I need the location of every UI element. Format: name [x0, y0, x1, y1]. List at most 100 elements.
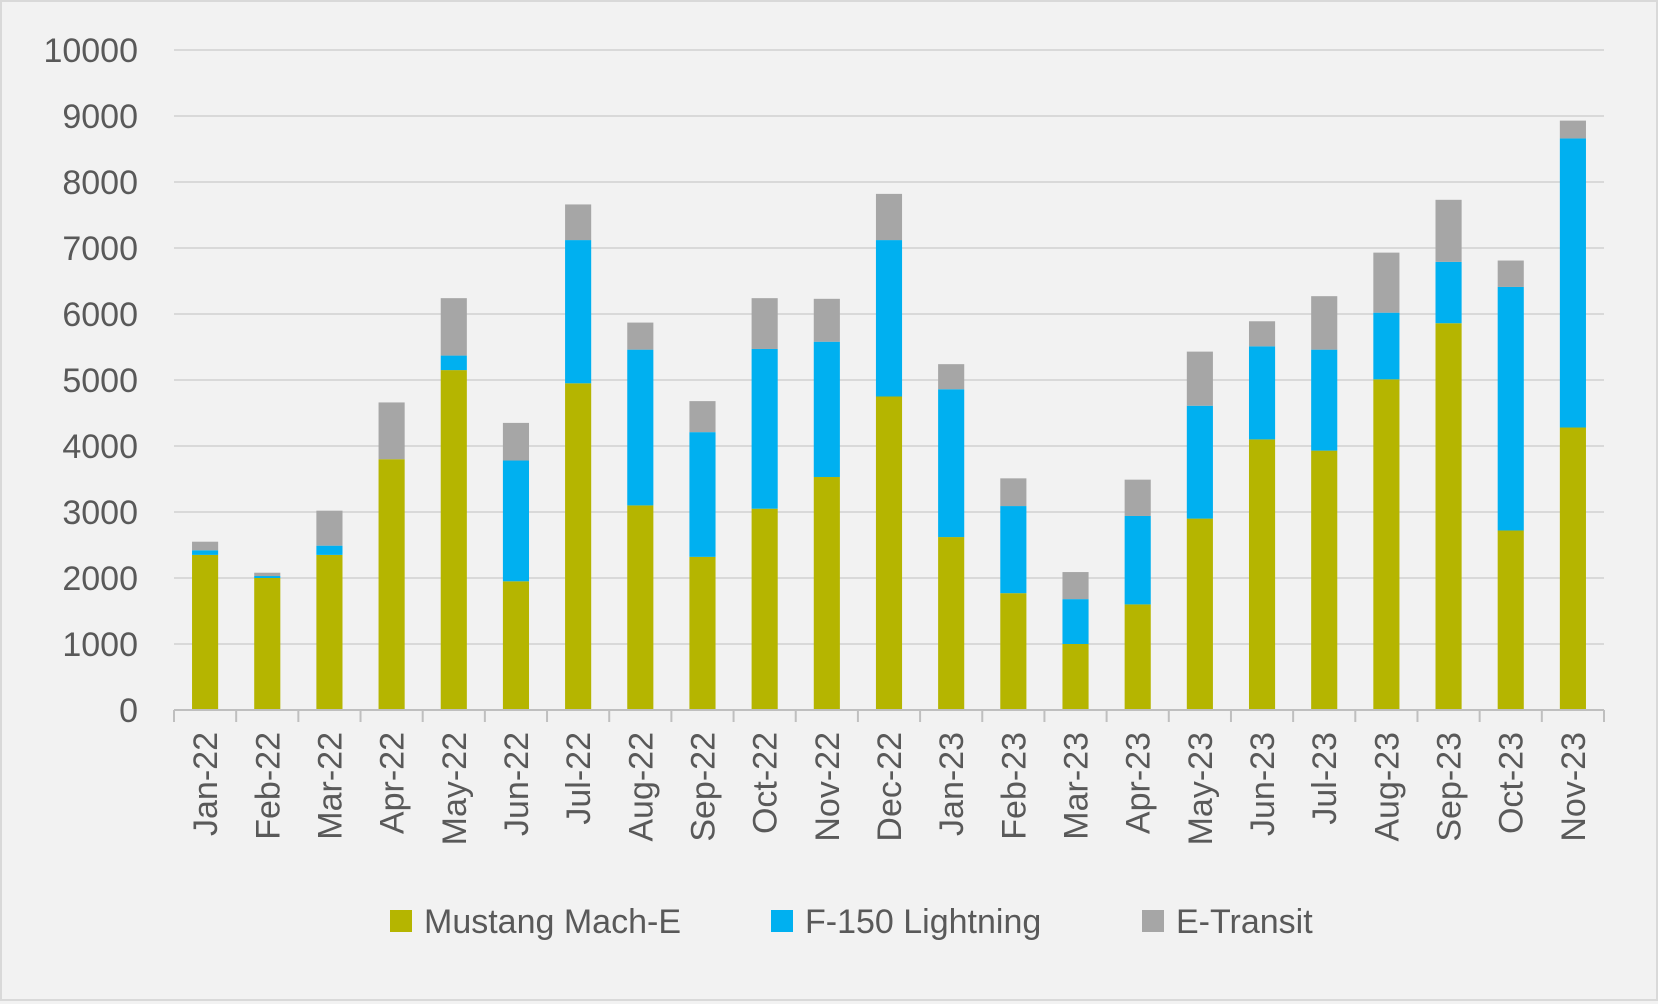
- bar-segment-mustang-mach-e: [1559, 427, 1586, 710]
- bar-segment-f-150-lightning: [1373, 312, 1400, 380]
- bar-segment-mustang-mach-e: [565, 383, 592, 710]
- y-tick-label: 6000: [62, 296, 138, 334]
- bar-segment-e-transit: [1373, 252, 1400, 313]
- x-tick-label: May-22: [436, 732, 474, 845]
- bar-segment-f-150-lightning: [1124, 515, 1151, 605]
- legend-swatch: [1142, 910, 1164, 932]
- x-tick-label: Feb-22: [249, 732, 287, 840]
- bar-segment-e-transit: [440, 298, 467, 356]
- bar-segment-e-transit: [1248, 321, 1276, 347]
- bar-segment-f-150-lightning: [192, 550, 219, 555]
- bar-segment-mustang-mach-e: [1373, 379, 1400, 710]
- bar-segment-f-150-lightning: [751, 348, 778, 509]
- bar-segment-f-150-lightning: [1497, 286, 1524, 531]
- bar-segment-f-150-lightning: [1559, 138, 1586, 428]
- bar-segment-mustang-mach-e: [192, 554, 219, 710]
- x-tick-label: Nov-22: [809, 732, 847, 842]
- x-tick-label: Oct-23: [1493, 732, 1531, 834]
- bar-segment-mustang-mach-e: [1062, 644, 1089, 710]
- legend-swatch: [771, 910, 793, 932]
- y-tick-label: 2000: [62, 560, 138, 598]
- bar-segment-e-transit: [627, 322, 654, 350]
- bar-segment-mustang-mach-e: [1124, 604, 1151, 710]
- bar-segment-mustang-mach-e: [751, 508, 778, 710]
- bar-segment-mustang-mach-e: [689, 556, 716, 710]
- bar-segment-mustang-mach-e: [1435, 323, 1462, 710]
- bar-segment-f-150-lightning: [565, 240, 592, 384]
- bar-segment-e-transit: [254, 572, 281, 577]
- axes-group: 0 1000 2000 3000 4000 5000 6000 7000 8000 9000 100…: [43, 32, 1605, 845]
- bar-segment-mustang-mach-e: [938, 537, 965, 710]
- x-tick-label: Jun-22: [498, 732, 536, 836]
- bar-segment-mustang-mach-e: [254, 578, 281, 710]
- legend-label: F-150 Lightning: [805, 903, 1041, 941]
- x-tick-label: Jul-22: [560, 732, 598, 825]
- bar-segment-mustang-mach-e: [1497, 530, 1524, 710]
- bar-segment-e-transit: [565, 204, 592, 241]
- x-tick-label: Feb-23: [995, 732, 1033, 840]
- bar-segment-e-transit: [1062, 572, 1089, 600]
- bar-segment-f-150-lightning: [502, 460, 530, 582]
- bar-segment-f-150-lightning: [938, 389, 965, 538]
- y-tick-label: 1000: [62, 626, 138, 664]
- bar-segment-f-150-lightning: [1311, 349, 1338, 451]
- bar-segment-f-150-lightning: [1062, 599, 1089, 644]
- x-tick-label: Oct-22: [747, 732, 785, 834]
- bars-group: [192, 120, 1586, 710]
- bar-segment-f-150-lightning: [316, 545, 343, 555]
- bar-segment-e-transit: [1000, 478, 1027, 507]
- bar-segment-e-transit: [751, 298, 778, 349]
- y-tick-label: 7000: [62, 230, 138, 268]
- bar-segment-f-150-lightning: [1435, 261, 1462, 324]
- x-tick-label: Sep-22: [684, 732, 722, 842]
- bar-segment-e-transit: [1311, 296, 1338, 350]
- bar-segment-f-150-lightning: [440, 355, 467, 371]
- bar-segment-e-transit: [938, 364, 965, 390]
- y-tick-label: 5000: [62, 362, 138, 400]
- bar-segment-mustang-mach-e: [1186, 518, 1213, 710]
- bar-segment-e-transit: [316, 510, 343, 546]
- bar-segment-e-transit: [1497, 260, 1524, 287]
- x-tick-label: Mar-23: [1058, 732, 1096, 840]
- bar-segment-e-transit: [1559, 120, 1586, 139]
- bar-segment-f-150-lightning: [627, 349, 654, 506]
- bar-segment-e-transit: [378, 402, 405, 460]
- y-tick-label: 9000: [62, 98, 138, 136]
- x-tick-label: Jul-23: [1306, 732, 1344, 825]
- bar-segment-f-150-lightning: [254, 576, 281, 578]
- x-tick-label: Sep-23: [1431, 732, 1469, 842]
- bar-segment-f-150-lightning: [1186, 405, 1213, 519]
- bar-segment-mustang-mach-e: [378, 459, 405, 710]
- bar-segment-e-transit: [1186, 351, 1213, 406]
- bar-segment-e-transit: [689, 401, 716, 433]
- bar-segment-mustang-mach-e: [813, 477, 840, 710]
- x-tick-label: Jun-23: [1244, 732, 1282, 836]
- legend-label: Mustang Mach-E: [424, 903, 681, 941]
- bar-segment-mustang-mach-e: [1248, 439, 1276, 710]
- x-tick-label: Apr-23: [1120, 732, 1158, 834]
- bar-segment-e-transit: [192, 541, 219, 551]
- y-tick-label: 10000: [43, 32, 138, 70]
- bar-segment-mustang-mach-e: [875, 396, 903, 710]
- bar-segment-f-150-lightning: [875, 240, 903, 397]
- bar-segment-mustang-mach-e: [316, 554, 343, 710]
- x-tick-label: Mar-22: [311, 732, 349, 840]
- x-tick-label: May-23: [1182, 732, 1220, 845]
- bar-segment-mustang-mach-e: [627, 505, 654, 710]
- bar-segment-f-150-lightning: [689, 432, 716, 557]
- bar-segment-f-150-lightning: [1248, 346, 1276, 440]
- bar-segment-mustang-mach-e: [440, 370, 467, 710]
- y-tick-label: 4000: [62, 428, 138, 466]
- y-tick-label: 0: [119, 692, 138, 730]
- x-tick-label: Aug-23: [1368, 732, 1406, 842]
- legend: Mustang Mach-E F-150 Lightning E-Transit: [390, 903, 1313, 941]
- bar-segment-e-transit: [875, 193, 903, 241]
- x-tick-label: Dec-22: [871, 732, 909, 842]
- bar-segment-mustang-mach-e: [1000, 593, 1027, 710]
- x-tick-label: Jan-23: [933, 732, 971, 836]
- bar-segment-e-transit: [1124, 479, 1151, 516]
- bar-segment-e-transit: [502, 422, 530, 461]
- x-tick-label: Aug-22: [622, 732, 660, 842]
